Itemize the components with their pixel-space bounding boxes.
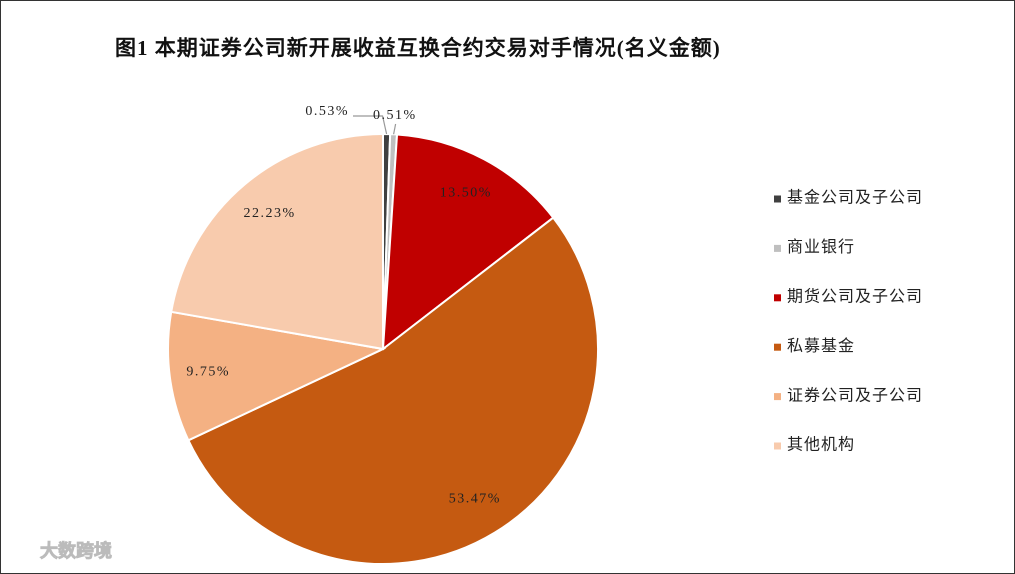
legend-marker [774, 393, 781, 401]
data-label: 13.50% [440, 186, 492, 201]
legend-label: 商业银行 [787, 238, 855, 256]
legend-marker [774, 343, 781, 351]
legend-label: 私募基金 [787, 337, 855, 355]
data-label: 53.47% [449, 492, 501, 507]
data-label: 9.75% [186, 364, 230, 379]
leader-line [393, 123, 397, 135]
legend-marker [774, 294, 781, 302]
legend-marker [774, 442, 781, 450]
data-label: 22.23% [244, 206, 296, 221]
legend-marker [774, 244, 781, 252]
watermark: 大数跨境 [40, 540, 112, 561]
pie-slice [381, 133, 555, 352]
legend-marker [774, 195, 781, 203]
legend-label: 证券公司及子公司 [787, 386, 923, 404]
legend-label: 基金公司及子公司 [787, 189, 923, 207]
legend-label: 期货公司及子公司 [787, 287, 923, 305]
chart-title: 图1 本期证券公司新开展收益互换合约交易对手情况(名义金额) [115, 36, 721, 60]
data-label: 0.51% [373, 108, 417, 123]
data-label: 0.53% [305, 104, 349, 119]
legend-label: 其他机构 [787, 436, 855, 454]
pie-slice [167, 310, 387, 442]
pie-slice [170, 132, 384, 351]
leader-line [353, 115, 388, 135]
pie-slice [187, 216, 599, 565]
